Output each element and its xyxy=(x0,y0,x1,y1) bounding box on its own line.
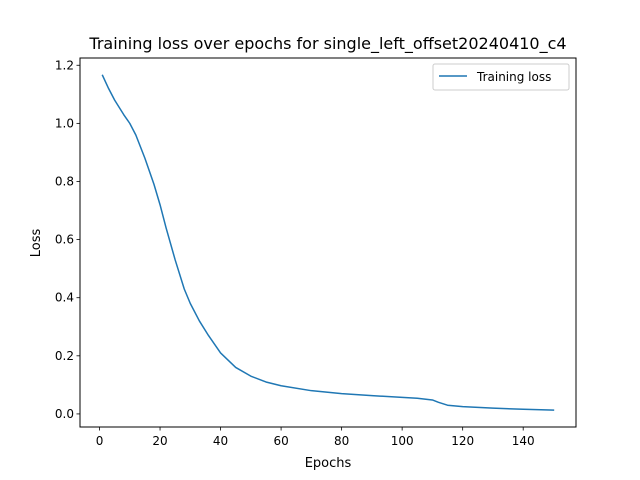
chart-title: Training loss over epochs for single_lef… xyxy=(88,34,566,54)
legend: Training loss xyxy=(432,63,570,91)
legend-box xyxy=(432,63,570,91)
legend-label: Training loss xyxy=(476,70,551,84)
plot-area xyxy=(80,58,576,427)
x-tick-label: 100 xyxy=(391,434,414,448)
y-axis-ticks: 0.0 0.2 0.4 0.6 0.8 1.0 1.2 xyxy=(55,58,80,421)
x-tick-label: 140 xyxy=(512,434,535,448)
y-tick-label: 1.2 xyxy=(55,58,74,72)
plot-frame xyxy=(79,57,577,428)
x-axis-label: Epochs xyxy=(305,456,352,471)
x-axis-ticks: 0 20 40 60 80 100 120 140 xyxy=(96,427,535,448)
x-tick-label: 0 xyxy=(96,434,104,448)
training-loss-line xyxy=(101,74,555,411)
x-tick-label: 60 xyxy=(273,434,288,448)
y-tick-label: 1.0 xyxy=(55,116,74,130)
x-tick-label: 20 xyxy=(152,434,167,448)
y-tick-label: 0.6 xyxy=(55,233,74,247)
y-tick-label: 0.0 xyxy=(55,407,74,421)
y-tick-label: 0.8 xyxy=(55,174,74,188)
y-tick-label: 0.4 xyxy=(55,291,74,305)
x-tick-label: 80 xyxy=(334,434,349,448)
y-axis-label: Loss xyxy=(29,229,44,258)
y-tick-label: 0.2 xyxy=(55,349,74,363)
x-tick-label: 120 xyxy=(451,434,474,448)
x-tick-label: 40 xyxy=(213,434,228,448)
